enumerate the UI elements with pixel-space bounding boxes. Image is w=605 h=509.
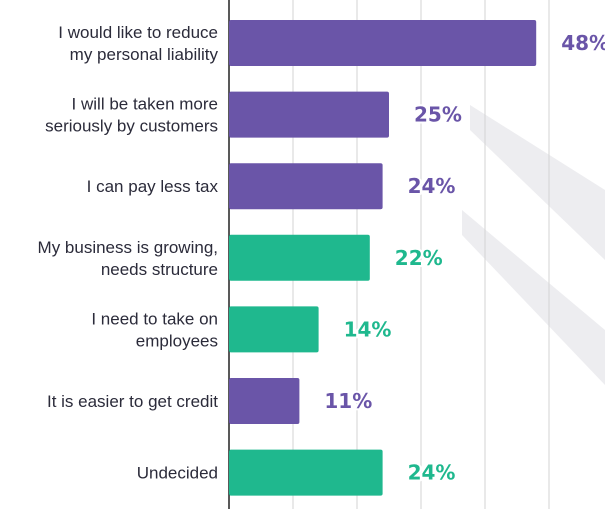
- bar: [229, 449, 383, 496]
- category-label: my personal liability: [70, 45, 219, 64]
- category-label: I need to take on: [91, 309, 218, 328]
- category-label: I would like to reduce: [58, 23, 218, 42]
- category-label: I can pay less tax: [87, 177, 219, 196]
- category-label: employees: [136, 331, 218, 350]
- bar: [229, 20, 537, 66]
- shadow-streak: [462, 210, 605, 385]
- category-label: needs structure: [101, 260, 218, 279]
- value-label: 24%: [408, 461, 456, 485]
- bar: [229, 234, 370, 281]
- value-label: 24%: [408, 174, 456, 198]
- value-label: 14%: [344, 317, 392, 341]
- category-label: My business is growing,: [38, 238, 218, 257]
- category-label: It is easier to get credit: [47, 392, 218, 411]
- value-label: 48%: [561, 31, 605, 55]
- bar: [229, 163, 383, 210]
- shadow-streak: [470, 105, 605, 260]
- category-label: I will be taken more: [72, 95, 218, 114]
- category-label: seriously by customers: [45, 117, 218, 136]
- value-label: 22%: [395, 246, 443, 270]
- bar: [229, 378, 300, 424]
- bar: [229, 306, 319, 353]
- bar: [229, 91, 389, 138]
- category-label: Undecided: [137, 464, 218, 483]
- value-label: 25%: [414, 103, 462, 127]
- value-label: 11%: [324, 389, 372, 413]
